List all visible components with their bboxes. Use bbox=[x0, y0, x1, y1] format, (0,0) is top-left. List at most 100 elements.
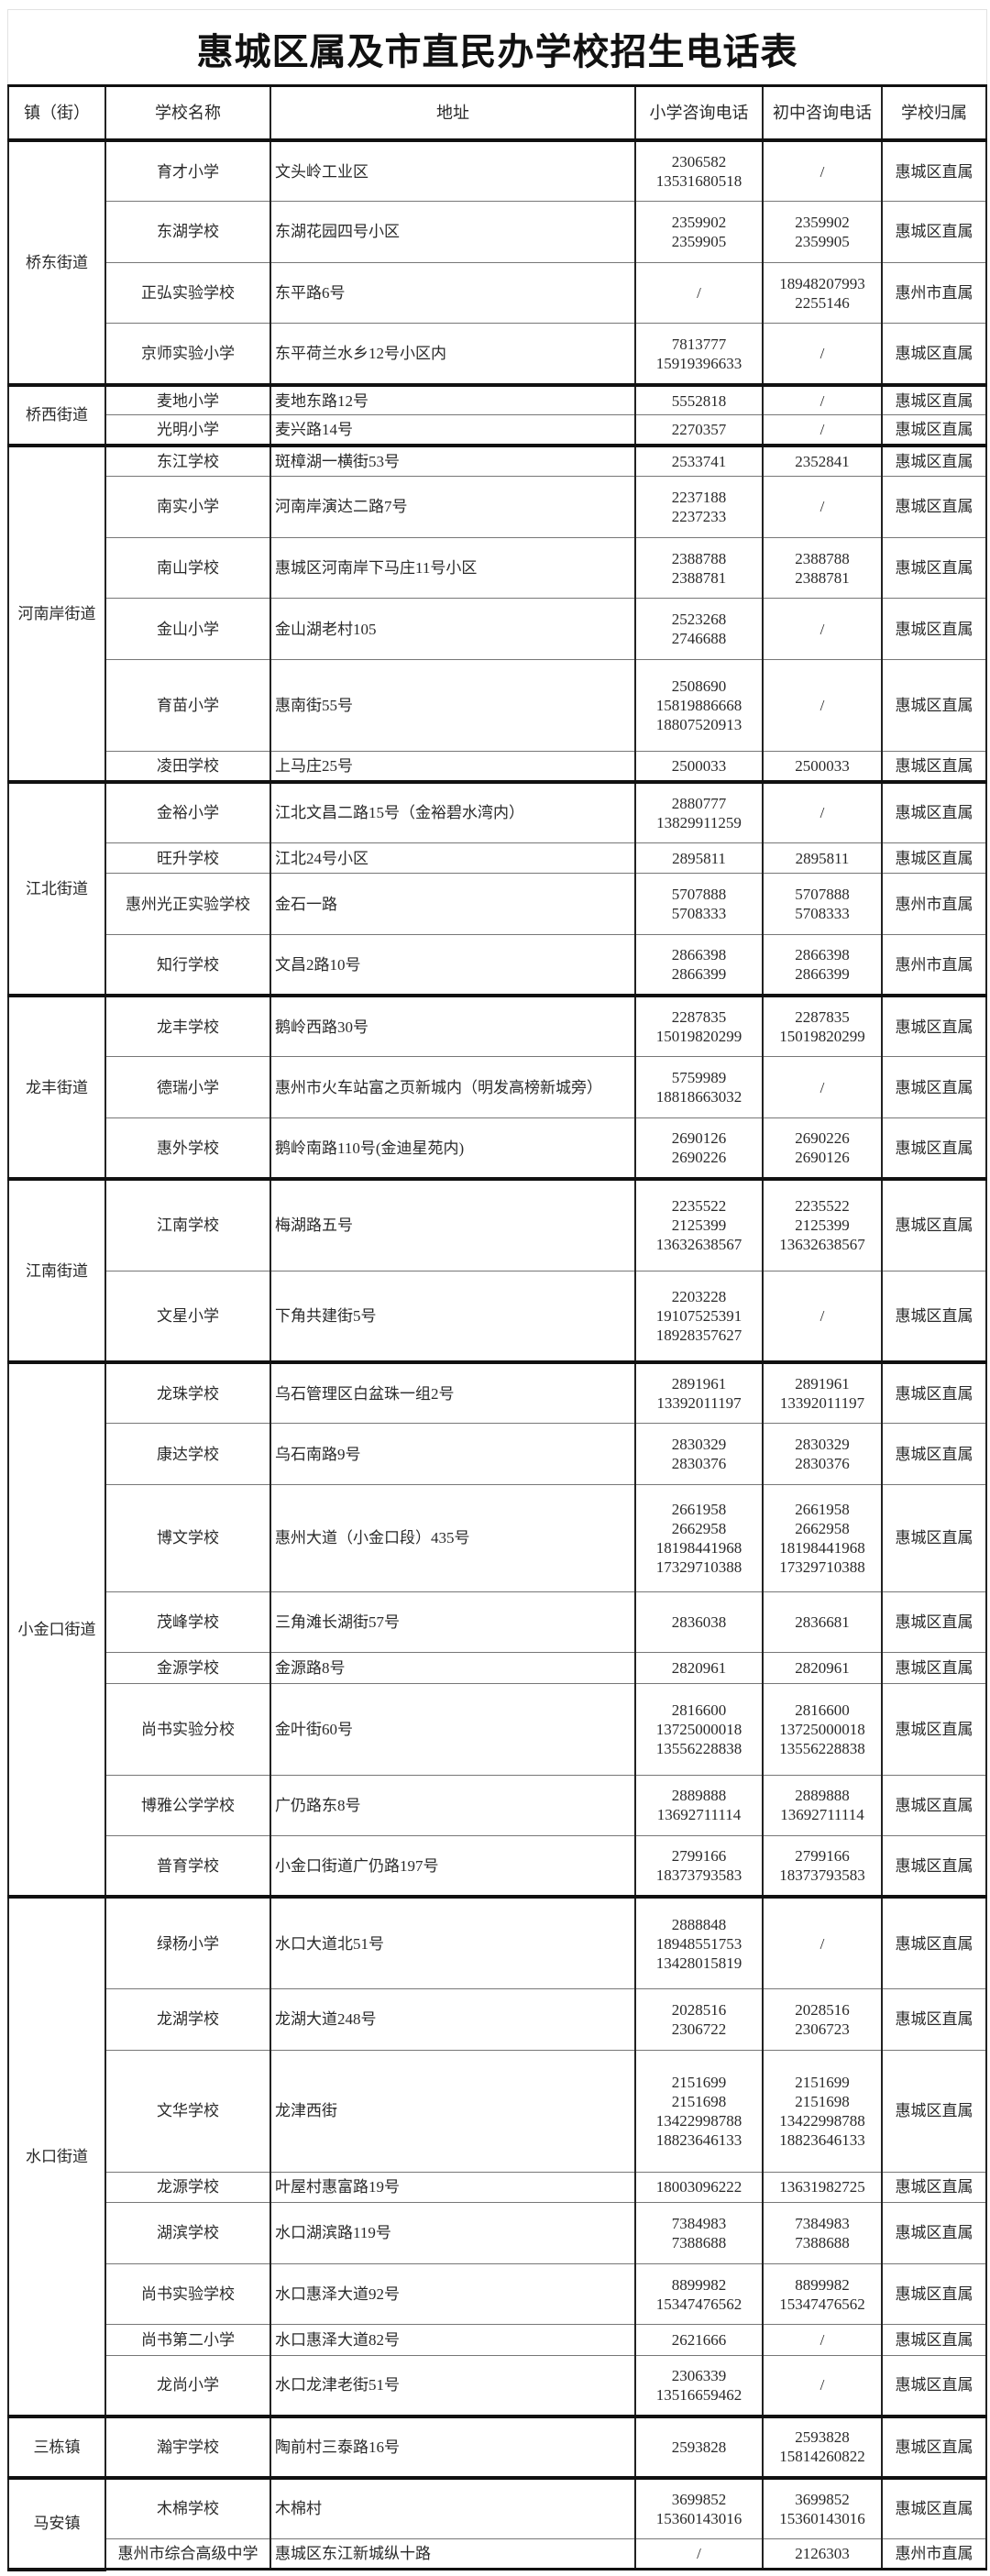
middle-phone-cell: / bbox=[762, 1270, 883, 1363]
primary-phone-cell: 2621666 bbox=[634, 2324, 764, 2356]
phone-number: 2820961 bbox=[671, 1658, 727, 1677]
school-name: 博文学校 bbox=[104, 1483, 271, 1592]
phone-number: 13829911259 bbox=[656, 813, 742, 831]
town-cell: 桥东街道 bbox=[7, 138, 106, 387]
table-row: 文星小学 下角共建街5号 2203228 19107525391 18928357627… bbox=[8, 1270, 987, 1363]
phone-number: 2830376 bbox=[795, 1455, 850, 1473]
phone-number: 2255146 bbox=[795, 293, 850, 312]
school-affiliation: 惠城区直属 bbox=[881, 1652, 987, 1684]
school-name: 尚书实验分校 bbox=[104, 1682, 271, 1776]
school-affiliation: 惠城区直属 bbox=[881, 201, 987, 263]
primary-phone-cell: 2306582 13531680518 bbox=[634, 138, 764, 203]
primary-phone-cell: 2820961 bbox=[634, 1652, 764, 1684]
table-row: 湖滨学校 水口湖滨路119号 7384983 7388688 7384983 738868… bbox=[8, 2202, 987, 2264]
middle-phone-cell: 18948207993 2255146 bbox=[762, 261, 883, 325]
phone-number: / bbox=[820, 2331, 825, 2350]
primary-phone-cell: 2816600 13725000018 13556228838 bbox=[634, 1682, 764, 1776]
school-affiliation: 惠城区直属 bbox=[881, 2202, 987, 2264]
school-address: 金石一路 bbox=[270, 873, 636, 936]
primary-phone-cell: 2866398 2866399 bbox=[634, 934, 764, 996]
table-row: 小金口街道 龙珠学校 乌石管理区白盆珠一组2号 2891961 13392011197 2… bbox=[7, 1360, 987, 1899]
table-row: 旺升学校 江北24号小区 2895811 2895811 惠城区直属 bbox=[8, 842, 987, 875]
phone-number: 15814260822 bbox=[779, 2448, 865, 2466]
phone-number: 17329710388 bbox=[655, 1558, 742, 1576]
primary-phone-cell: 2799166 18373793583 bbox=[634, 1835, 764, 1898]
table-row: 江南街道 江南学校 梅湖路五号 2235522 2125399 13632638567 22… bbox=[7, 1177, 987, 1365]
school-affiliation: 惠州市直属 bbox=[881, 2537, 987, 2571]
middle-phone-cell: 2235522 2125399 13632638567 bbox=[762, 1177, 883, 1271]
phone-number: 13632638567 bbox=[779, 1236, 865, 1254]
phone-number: / bbox=[820, 345, 825, 363]
school-affiliation: 惠城区直属 bbox=[881, 1682, 987, 1776]
school-name: 育苗小学 bbox=[104, 659, 271, 753]
phone-number: 18373793583 bbox=[779, 1866, 865, 1885]
phone-number: 15360143016 bbox=[655, 2509, 742, 2527]
middle-phone-cell: / bbox=[762, 414, 883, 446]
phone-number: / bbox=[820, 804, 825, 822]
school-address: 乌石管理区白盆珠一组2号 bbox=[270, 1360, 636, 1425]
phone-number: 3699852 bbox=[795, 2490, 850, 2508]
primary-phone-cell: 2836038 bbox=[634, 1591, 764, 1654]
town-cell: 河南岸街道 bbox=[7, 444, 106, 784]
phone-number: 2593828 bbox=[795, 2428, 850, 2447]
phone-number: 2895811 bbox=[795, 849, 850, 867]
school-affiliation: 惠城区直属 bbox=[881, 2354, 987, 2417]
primary-phone-cell: 2500033 bbox=[634, 751, 764, 783]
phone-number: 2235522 bbox=[671, 1197, 727, 1216]
phone-number: 7384983 bbox=[795, 2214, 850, 2232]
phone-number: 2388788 bbox=[795, 549, 850, 567]
middle-phone-cell: 2151699 2151698 13422998788 18823646133 bbox=[762, 2049, 883, 2173]
middle-phone-cell: 2690226 2690126 bbox=[762, 1117, 883, 1180]
school-address: 木棉村 bbox=[270, 2475, 636, 2539]
middle-phone-cell: / bbox=[762, 1895, 883, 1989]
phone-number: 2836038 bbox=[671, 1613, 727, 1631]
school-affiliation: 惠城区直属 bbox=[881, 1591, 987, 1654]
school-name: 文星小学 bbox=[104, 1270, 271, 1363]
table-row: 知行学校 文昌2路10号 2866398 2866399 2866398 2866399 惠… bbox=[8, 934, 987, 996]
header-school-name: 学校名称 bbox=[104, 84, 271, 142]
phone-number: 18818663032 bbox=[655, 1088, 742, 1106]
phone-number: 2816600 bbox=[795, 1701, 850, 1719]
school-affiliation: 惠城区直属 bbox=[881, 994, 987, 1058]
phone-number: 2889888 bbox=[795, 1787, 850, 1805]
school-address: 惠南街55号 bbox=[270, 659, 636, 753]
middle-phone-cell: 3699852 15360143016 bbox=[762, 2475, 883, 2539]
table-row: 南实小学 河南岸演达二路7号 2237188 2237233/惠城区直属 bbox=[8, 476, 987, 538]
town-cell: 桥西街道 bbox=[7, 382, 106, 448]
middle-phone-cell: / bbox=[762, 1056, 883, 1118]
phone-number: / bbox=[820, 1078, 825, 1096]
phone-number: 13422998788 bbox=[779, 2111, 865, 2130]
primary-phone-cell: 2661958 2662958 18198441968 17329710388 bbox=[634, 1483, 764, 1592]
phone-number: 13556228838 bbox=[655, 1739, 742, 1757]
school-name: 龙湖学校 bbox=[104, 1987, 271, 2051]
school-affiliation: 惠城区直属 bbox=[881, 138, 987, 203]
middle-phone-cell: 2593828 15814260822 bbox=[762, 2414, 883, 2479]
phone-number: / bbox=[697, 2544, 701, 2562]
school-address: 江北24号小区 bbox=[270, 842, 636, 875]
school-name: 南实小学 bbox=[104, 476, 271, 538]
page-title: 惠城区属及市直民办学校招生电话表 bbox=[196, 30, 798, 72]
phone-number: 2690226 bbox=[671, 1149, 727, 1167]
school-address: 上马庄25号 bbox=[270, 751, 636, 783]
middle-phone-cell: 2891961 13392011197 bbox=[762, 1360, 883, 1425]
phone-number: / bbox=[820, 498, 825, 516]
phone-number: 8899982 bbox=[671, 2275, 727, 2294]
phone-number: 17329710388 bbox=[779, 1558, 865, 1576]
primary-phone-cell: / bbox=[634, 261, 764, 325]
phone-number: 2306582 bbox=[671, 153, 727, 171]
school-affiliation: 惠城区直属 bbox=[881, 659, 987, 753]
phone-number: 13631982725 bbox=[779, 2178, 865, 2196]
phone-number: 15360143016 bbox=[779, 2509, 865, 2527]
phone-number: / bbox=[820, 1934, 825, 1953]
phone-number: 2888848 bbox=[671, 1915, 727, 1933]
primary-phone-cell: 18003096222 bbox=[634, 2171, 764, 2204]
middle-phone-cell: 2028516 2306723 bbox=[762, 1987, 883, 2051]
phone-number: 2661958 bbox=[671, 1500, 727, 1518]
school-name: 德瑞小学 bbox=[104, 1056, 271, 1118]
school-address: 麦地东路12号 bbox=[270, 382, 636, 416]
school-address: 文头岭工业区 bbox=[270, 138, 636, 203]
school-address: 河南岸演达二路7号 bbox=[270, 476, 636, 538]
school-name: 龙源学校 bbox=[104, 2171, 271, 2204]
phone-number: 2866398 bbox=[795, 946, 850, 964]
school-name: 惠州光正实验学校 bbox=[104, 873, 271, 936]
